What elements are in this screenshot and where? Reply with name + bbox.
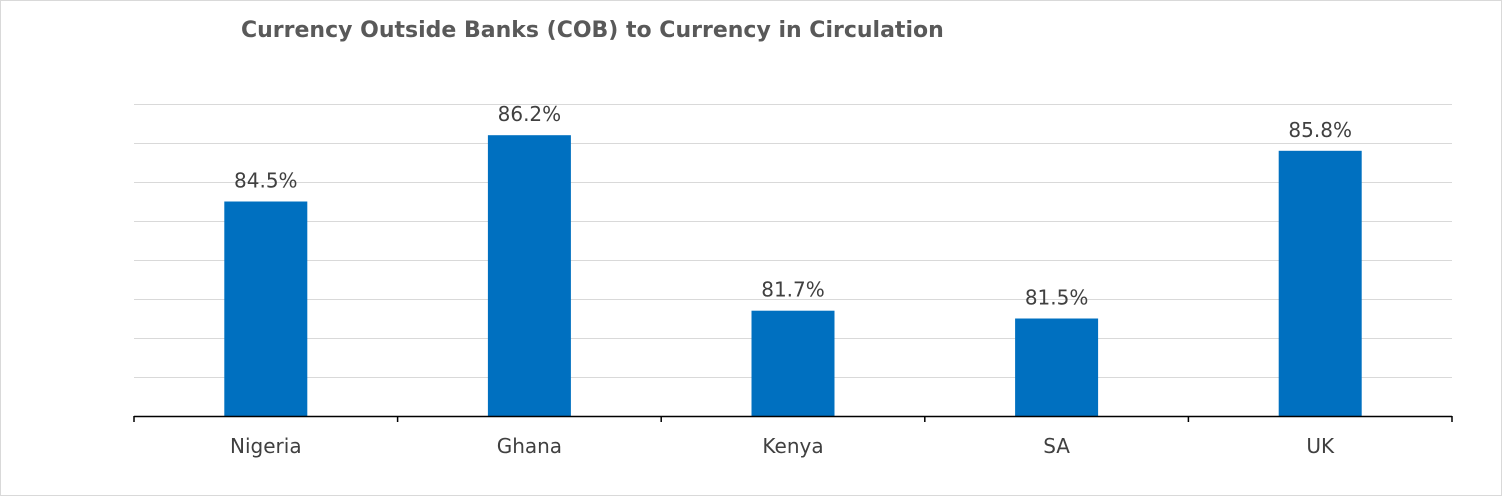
bar-nigeria	[224, 201, 308, 416]
x-tick-label: SA	[1043, 434, 1070, 458]
gridlines	[134, 104, 1452, 378]
x-tick-label: UK	[1306, 434, 1335, 458]
bar-uk	[1278, 150, 1362, 417]
data-label: 85.8%	[1288, 118, 1352, 142]
bars	[224, 135, 1362, 417]
x-axis: Nigeria Ghana Kenya SA UK	[133, 415, 1453, 458]
bar-kenya	[751, 310, 835, 416]
data-label: 81.5%	[1025, 286, 1089, 310]
chart-title: Currency Outside Banks (COB) to Currency…	[241, 18, 944, 43]
bar-sa	[1015, 318, 1099, 416]
data-label: 86.2%	[498, 102, 562, 126]
x-tick-label: Kenya	[762, 434, 823, 458]
x-tick-label: Ghana	[497, 434, 562, 458]
x-tick-label: Nigeria	[230, 434, 302, 458]
bar-ghana	[487, 135, 571, 416]
data-labels: 84.5% 86.2% 81.7% 81.5% 85.8%	[234, 102, 1352, 309]
data-label: 81.7%	[761, 278, 825, 302]
data-label: 84.5%	[234, 169, 298, 193]
